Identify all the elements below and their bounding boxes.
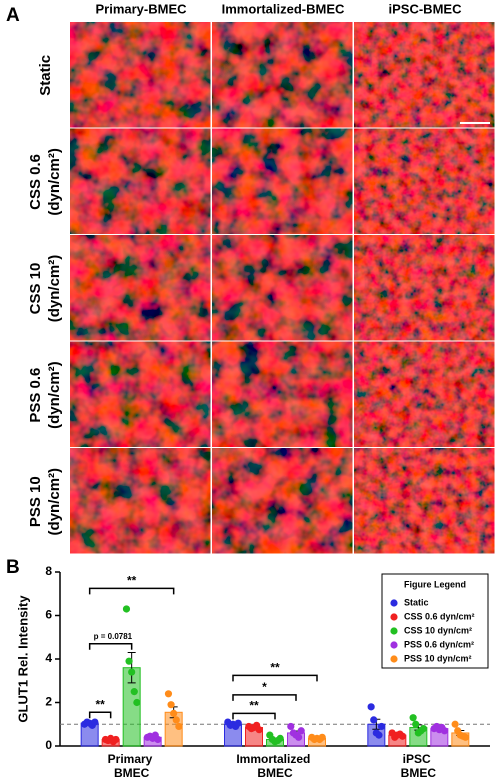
micrograph — [354, 22, 495, 128]
micrograph — [70, 128, 211, 234]
micrograph — [354, 235, 495, 341]
data-point — [172, 716, 180, 724]
legend-label: CSS 10 dyn/cm² — [404, 625, 472, 635]
data-point — [255, 726, 263, 734]
data-point — [170, 709, 178, 717]
data-point — [318, 733, 326, 741]
row-label: (dyn/cm²) — [46, 148, 63, 216]
data-point — [130, 688, 138, 696]
row-label: (dyn/cm²) — [46, 468, 63, 536]
y-tick-label: 6 — [45, 608, 52, 622]
data-point — [122, 605, 131, 613]
legend-label: PSS 10 dyn/cm² — [404, 653, 472, 663]
micrograph — [212, 235, 353, 341]
significance-bracket — [88, 711, 112, 719]
data-point — [440, 727, 449, 735]
legend-label: CSS 0.6 dyn/cm² — [404, 611, 475, 621]
data-point — [154, 735, 162, 744]
micrograph — [354, 128, 495, 234]
significance-bracket — [88, 587, 175, 595]
data-point — [175, 722, 183, 731]
legend-marker — [390, 641, 398, 649]
row-label: CSS 0.6 — [27, 154, 44, 210]
data-point — [398, 732, 407, 740]
image-grid: Primary-BMEC Immortalized-BMEC iPSC-BMEC St… — [27, 1, 495, 554]
data-point — [367, 703, 375, 711]
data-point — [234, 719, 242, 727]
data-point — [295, 733, 303, 741]
data-point — [412, 720, 420, 728]
row-label: PSS 0.6 — [27, 368, 44, 423]
micrograph — [70, 448, 211, 554]
data-point — [419, 725, 428, 733]
micrograph — [354, 341, 495, 447]
micrograph — [70, 22, 211, 128]
y-tick-label: 0 — [45, 738, 52, 752]
data-point — [167, 701, 175, 709]
x-tick-label: Primary BMEC — [108, 752, 156, 780]
data-point — [91, 718, 99, 726]
data-point — [164, 690, 173, 698]
significance-bracket — [232, 712, 276, 720]
significance-label: ** — [270, 660, 280, 674]
y-axis-label: GLUT1 Rel. Intensity — [15, 595, 30, 723]
row-label: PSS 10 — [27, 476, 44, 527]
micrograph — [212, 22, 353, 128]
data-point — [112, 735, 120, 744]
error-bar — [127, 651, 136, 684]
data-point — [377, 722, 386, 731]
significance-bracket — [88, 643, 133, 650]
row-label: Static — [37, 55, 54, 96]
x-tick-label: iPSC BMEC — [401, 752, 437, 780]
column-header: iPSC-BMEC — [389, 1, 463, 16]
column-header: Primary-BMEC — [95, 1, 187, 16]
data-point — [409, 714, 417, 722]
significance-label: * — [262, 680, 267, 694]
data-point — [125, 657, 133, 665]
data-point — [297, 727, 305, 735]
micrograph — [70, 341, 211, 447]
micrograph — [212, 341, 353, 447]
chart: 0 2 4 6 8 GLUT1 Rel. Intensity Primary BMEC Imm… — [15, 564, 490, 780]
legend-label: Static — [404, 597, 429, 607]
row-label: (dyn/cm²) — [46, 361, 63, 429]
significance-label: ** — [249, 699, 259, 713]
panel-label: B — [6, 557, 20, 578]
y-tick-label: 2 — [45, 695, 52, 709]
significance-label: ** — [127, 573, 137, 587]
data-point — [276, 734, 284, 742]
data-point — [461, 733, 470, 741]
panel-label: A — [6, 5, 20, 26]
y-tick-label: 8 — [45, 564, 52, 578]
data-point — [287, 722, 295, 731]
micrograph — [354, 448, 495, 554]
micrograph — [70, 235, 211, 341]
legend-marker — [390, 613, 398, 621]
significance-label: p = 0.0781 — [94, 632, 133, 641]
significance-label: ** — [95, 697, 105, 711]
data-point — [375, 731, 383, 739]
legend-label: PSS 0.6 dyn/cm² — [404, 639, 474, 649]
data-point — [451, 720, 459, 728]
row-label: (dyn/cm²) — [46, 255, 63, 323]
legend-title: Figure Legend — [404, 579, 466, 589]
legend-box — [381, 573, 489, 669]
data-point — [128, 668, 136, 676]
row-label: CSS 10 — [27, 263, 44, 315]
legend-marker — [390, 655, 398, 663]
x-tick-label: Immortalized BMEC — [236, 752, 313, 780]
micrograph — [212, 448, 353, 554]
column-header: Immortalized-BMEC — [222, 1, 345, 16]
significance-bracket — [232, 694, 297, 701]
significance-bracket — [232, 674, 318, 682]
data-point — [133, 698, 141, 707]
data-point — [370, 716, 378, 724]
legend-marker — [390, 627, 398, 635]
micrograph — [212, 128, 353, 234]
legend-marker — [390, 599, 398, 607]
y-tick-label: 4 — [45, 651, 52, 665]
